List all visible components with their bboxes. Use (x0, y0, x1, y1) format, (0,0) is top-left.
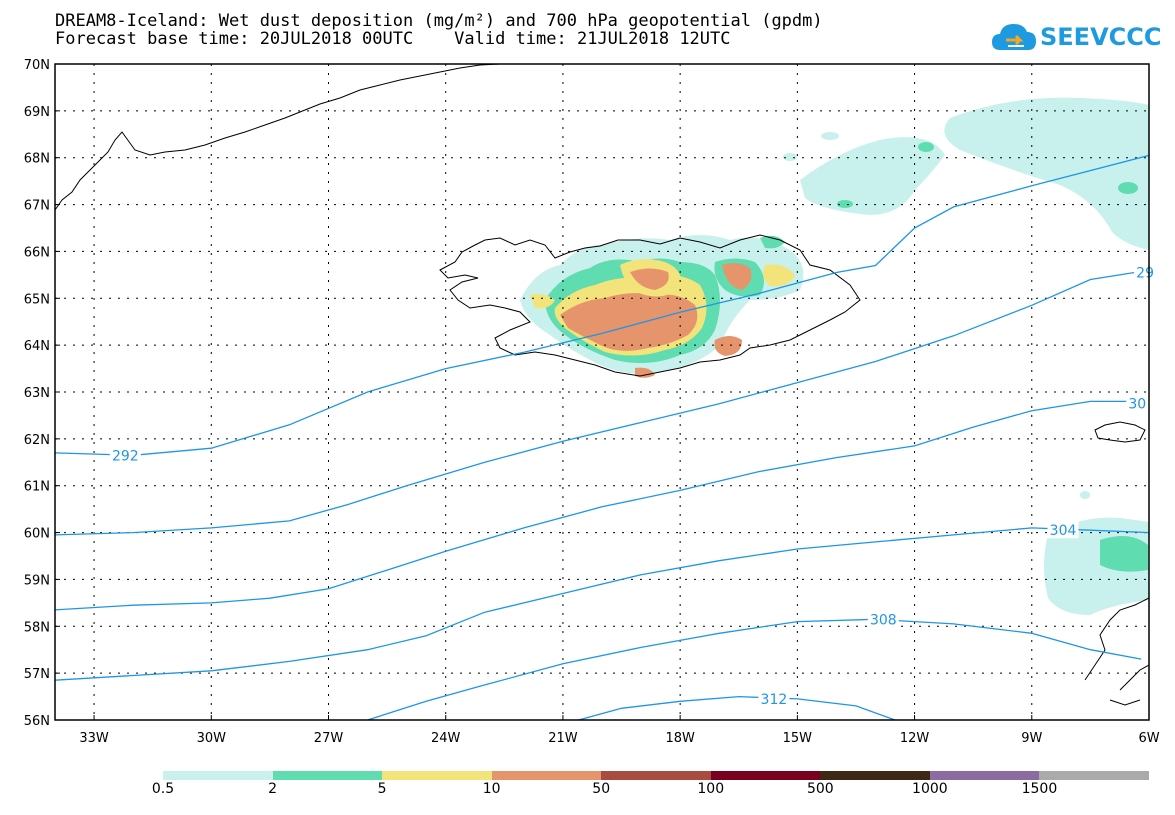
contour-line (55, 400, 1130, 611)
contour-label: 29 (1136, 266, 1154, 282)
greenland-coast (55, 64, 501, 211)
contour-label-bg (109, 446, 141, 464)
legend-swatch (1039, 771, 1150, 780)
lat-tick-label: 58N (24, 620, 50, 635)
contour-label-bg (867, 610, 899, 628)
lat-tick-label: 59N (24, 573, 50, 588)
dust-area (630, 268, 669, 290)
legend-label: 10 (482, 781, 501, 797)
lat-tick-label: 57N (24, 667, 50, 682)
legend-swatch (820, 771, 931, 780)
legend-label: 0.5 (151, 781, 175, 797)
legend-swatch (710, 771, 821, 780)
lat-tick-label: 61N (24, 480, 50, 495)
dust-area (722, 263, 752, 290)
lat-tick-label: 63N (24, 386, 50, 401)
legend-label: 2 (268, 781, 278, 797)
lat-tick-label: 60N (24, 527, 50, 542)
lon-tick-label: 30W (197, 731, 227, 746)
legend-swatch (601, 771, 712, 780)
lon-tick-label: 18W (665, 731, 695, 746)
dust-area (800, 137, 945, 215)
scotland-coast (1084, 597, 1149, 706)
legend-label: 1000 (912, 781, 948, 797)
dust-area (944, 97, 1149, 251)
lat-tick-label: 64N (24, 339, 50, 354)
geopotential-contours (55, 154, 1149, 720)
contour-line (55, 154, 1149, 456)
legend-swatch (272, 771, 383, 780)
lat-tick-label: 69N (24, 105, 50, 120)
legend-label: 50 (592, 781, 611, 797)
map-subtitle: Forecast base time: 20JUL2018 00UTC Vali… (55, 29, 731, 49)
lon-tick-label: 27W (314, 731, 344, 746)
lon-tick-label: 15W (783, 731, 813, 746)
map-grid (55, 64, 1149, 720)
lon-tick-label: 33W (79, 731, 109, 746)
lat-tick-label: 68N (24, 152, 50, 167)
latitude-labels: 70N 69N 68N 67N 66N 65N 64N 63N 62N 61N 60N 59N 58N 5… (24, 58, 60, 729)
dust-area (1100, 536, 1148, 572)
contour-label: 292 (112, 448, 139, 464)
lon-tick-label: 21W (548, 731, 578, 746)
contour-line (55, 527, 1149, 681)
legend-label: 5 (377, 781, 387, 797)
contour-line (578, 695, 896, 720)
lon-tick-label: 9W (1021, 731, 1042, 746)
contour-line (55, 269, 1149, 536)
dust-area (635, 367, 655, 378)
lon-tick-label: 12W (900, 731, 930, 746)
map-frame (54, 63, 1150, 721)
contour-label: 308 (870, 612, 897, 628)
contour-label: 312 (761, 692, 788, 708)
lon-tick-label: 24W (431, 731, 461, 746)
cloud-icon (992, 24, 1036, 50)
contour-line (367, 618, 1142, 720)
dust-area (714, 336, 742, 356)
contour-label-bg (1047, 521, 1079, 539)
lat-tick-label: 62N (24, 433, 50, 448)
dust-area (560, 293, 698, 351)
lat-tick-label: 56N (24, 714, 50, 729)
seevccc-logo: SEEVCCC (990, 20, 1162, 56)
dust-deposition-layer (520, 97, 1149, 615)
lat-tick-label: 70N (24, 58, 50, 73)
longitude-labels: 33W 30W 27W 24W 21W 18W 15W 12W 9W 6W (79, 715, 1160, 746)
legend-label: 100 (697, 781, 725, 797)
dust-area (530, 294, 555, 309)
iceland-coast (439, 234, 861, 377)
lon-tick-label: 6W (1138, 731, 1159, 746)
dust-area (760, 235, 785, 249)
contour-label: 304 (1050, 523, 1077, 539)
map-title: DREAM8-Iceland: Wet dust deposition (mg/… (55, 11, 823, 31)
logo-text: SEEVCCC (1040, 23, 1162, 51)
legend-swatch (929, 771, 1040, 780)
contour-label-bg (1126, 394, 1149, 412)
coastline-layer (55, 64, 1149, 706)
lat-tick-label: 66N (24, 245, 50, 260)
lat-tick-label: 65N (24, 292, 50, 307)
legend-label: 500 (806, 781, 834, 797)
legend-label: 1500 (1021, 781, 1058, 797)
contour-labels: 292 29 30 304 308 312 (109, 263, 1157, 708)
legend-swatch (382, 771, 493, 780)
dust-area (763, 264, 795, 287)
faroe-coast (1094, 421, 1146, 443)
legend-swatch (163, 771, 274, 780)
legend-swatch (491, 771, 602, 780)
lat-tick-label: 67N (24, 199, 50, 214)
contour-label: 30 (1128, 397, 1146, 413)
contour-label-bg (758, 689, 790, 707)
contour-label-bg (1134, 263, 1157, 281)
